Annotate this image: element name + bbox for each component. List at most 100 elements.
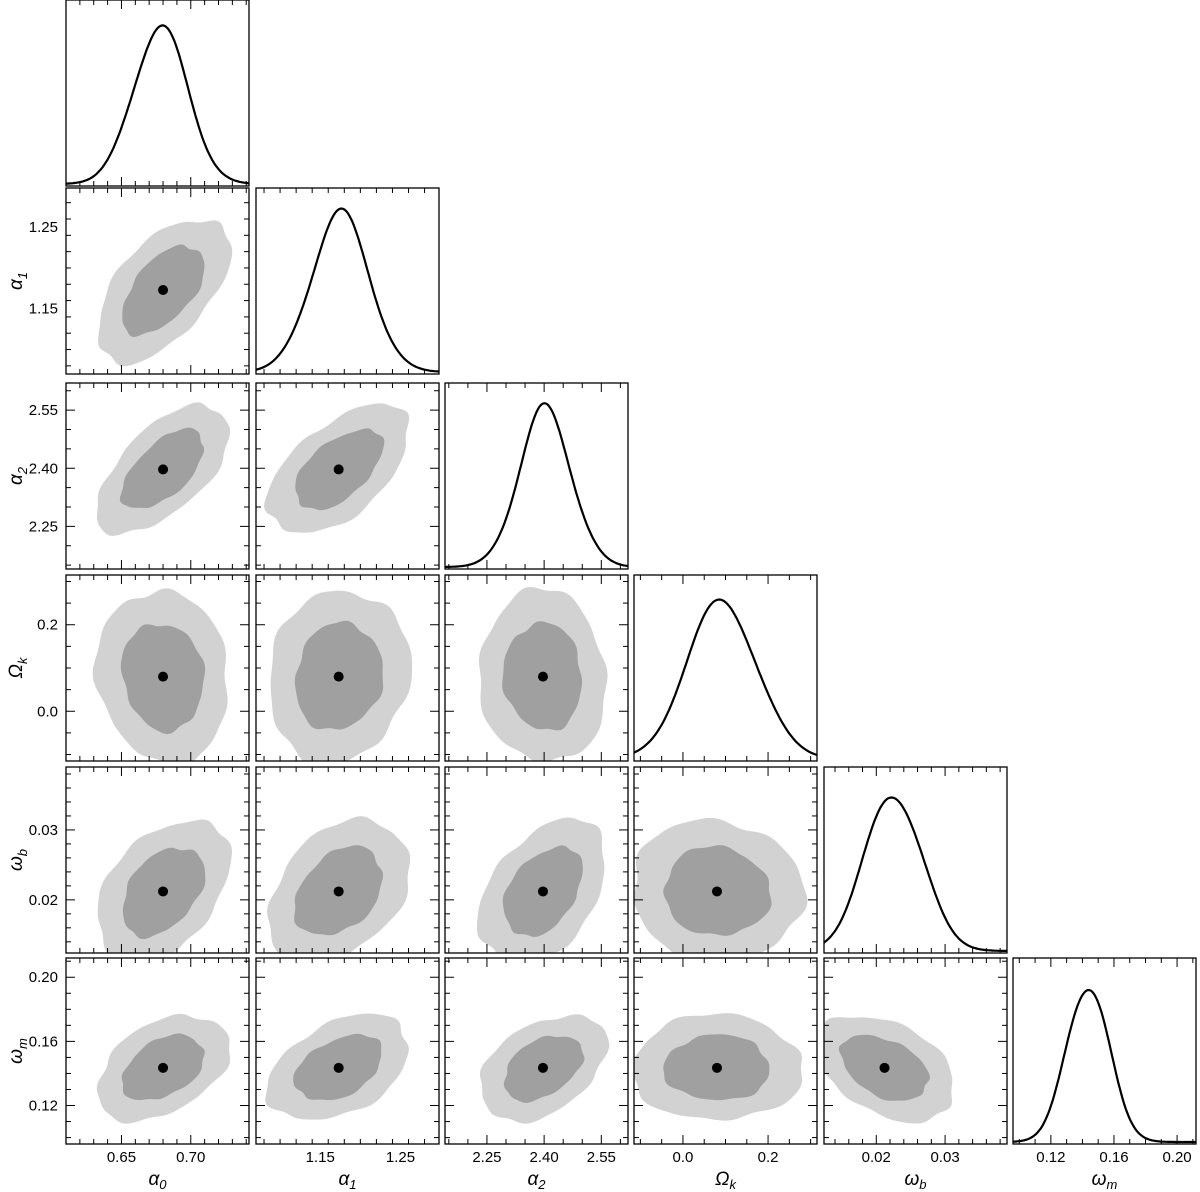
x-tick-label: 0.03 [930, 1149, 959, 1166]
y-tick-label: 0.2 [37, 617, 58, 634]
panel-frame [255, 957, 440, 1145]
best-fit-point [158, 284, 169, 295]
panel-frame [444, 766, 629, 954]
y-axis-label: α2 [6, 466, 30, 485]
best-fit-point [537, 886, 548, 897]
contour-panel-3-2 [444, 574, 629, 762]
contour-panel-3-1 [255, 574, 440, 762]
x-tick-label: 2.25 [472, 1149, 501, 1166]
panel-frame [444, 957, 629, 1145]
x-tick-label: 0.0 [673, 1149, 694, 1166]
y-tick-label: 2.25 [29, 518, 58, 535]
marginal-panel-2 [444, 382, 629, 570]
contour-panel-2-1 [255, 382, 440, 570]
best-fit-point [711, 886, 722, 897]
contour-panel-2-0 [65, 382, 250, 570]
x-axis-label: ωm [1092, 1169, 1118, 1192]
y-tick-label: 0.03 [29, 822, 58, 839]
y-tick-label: 2.40 [29, 460, 58, 477]
posterior-curve [824, 796, 1007, 952]
panel-frame [444, 574, 629, 762]
x-tick-label: 0.70 [176, 1149, 205, 1166]
y-axis-label: ωm [6, 1038, 30, 1064]
posterior-curve [445, 402, 628, 568]
marginal-panel-0 [65, 0, 250, 187]
panel-frame [255, 766, 440, 954]
y-axis-label: ωb [6, 849, 30, 871]
panel-frame [633, 574, 818, 762]
panel-frame [1012, 957, 1197, 1145]
panel-frame [633, 766, 818, 954]
x-tick-label: 0.20 [1162, 1149, 1191, 1166]
x-tick-label: 0.65 [107, 1149, 136, 1166]
y-tick-label: 1.25 [29, 219, 58, 236]
x-tick-label: 1.15 [306, 1149, 335, 1166]
posterior-curve [256, 207, 439, 373]
marginal-panel-3 [633, 574, 818, 762]
contour-panel-5-4 [823, 957, 1008, 1145]
marginal-panel-4 [823, 766, 1008, 954]
y-axis-label: α1 [6, 272, 30, 290]
x-axis-label: α2 [527, 1169, 546, 1192]
y-tick-label: 0.20 [29, 969, 58, 986]
panel-frame [255, 187, 440, 375]
best-fit-point [537, 671, 548, 682]
x-axis-label: ωb [904, 1169, 926, 1192]
posterior-curve [634, 598, 817, 757]
panel-frame [65, 382, 250, 570]
best-fit-point [158, 1062, 169, 1073]
contour-panel-5-0 [65, 957, 250, 1145]
best-fit-point [158, 464, 169, 475]
x-tick-label: 0.2 [758, 1149, 779, 1166]
marginal-panel-5 [1012, 957, 1197, 1145]
contour-panel-4-0 [65, 766, 250, 954]
contour-panel-5-1 [255, 957, 440, 1145]
best-fit-point [711, 1062, 722, 1073]
x-tick-label: 2.55 [587, 1149, 616, 1166]
y-tick-label: 0.0 [37, 703, 58, 720]
panel-frame [65, 0, 250, 187]
best-fit-point [158, 671, 169, 682]
posterior-curve [1013, 989, 1196, 1144]
x-tick-label: 1.25 [386, 1149, 415, 1166]
y-tick-label: 0.12 [29, 1098, 58, 1115]
contour-panel-3-0 [65, 574, 250, 762]
x-axis-label: α1 [338, 1169, 356, 1192]
best-fit-point [333, 886, 344, 897]
x-tick-label: 0.02 [862, 1149, 891, 1166]
best-fit-point [333, 671, 344, 682]
x-tick-label: 0.16 [1099, 1149, 1128, 1166]
contour-panel-4-2 [444, 766, 629, 954]
panel-frame [633, 957, 818, 1145]
panel-frame [823, 957, 1008, 1145]
contour-panel-5-2 [444, 957, 629, 1145]
panel-frame [65, 957, 250, 1145]
contour-panel-1-0 [65, 187, 250, 375]
panel-frame [444, 382, 629, 570]
y-tick-label: 0.16 [29, 1033, 58, 1050]
best-fit-point [333, 464, 344, 475]
y-tick-label: 2.55 [29, 402, 58, 419]
panel-frame [65, 766, 250, 954]
contour-panel-4-3 [633, 766, 818, 954]
y-axis-label: Ωk [6, 656, 30, 678]
marginal-panel-1 [255, 187, 440, 375]
panel-frame [65, 574, 250, 762]
x-tick-label: 2.40 [530, 1149, 559, 1166]
panels-layer [65, 0, 1197, 1145]
y-tick-label: 1.15 [29, 301, 58, 318]
posterior-curve [66, 24, 249, 185]
contour-panel-5-3 [633, 957, 818, 1145]
panel-frame [255, 382, 440, 570]
panel-frame [65, 187, 250, 375]
panel-frame [255, 574, 440, 762]
best-fit-point [537, 1062, 548, 1073]
panel-frame [823, 766, 1008, 954]
labels-layer: 1.15 1.25 α1 2.25 2.40 2.55 α2 0.0 0.2 Ωk 0.02 0.03… [6, 219, 1192, 1192]
x-axis-label: α0 [148, 1169, 167, 1192]
y-tick-label: 0.02 [29, 892, 58, 909]
best-fit-point [158, 886, 169, 897]
best-fit-point [879, 1062, 890, 1073]
x-tick-label: 0.12 [1036, 1149, 1065, 1166]
